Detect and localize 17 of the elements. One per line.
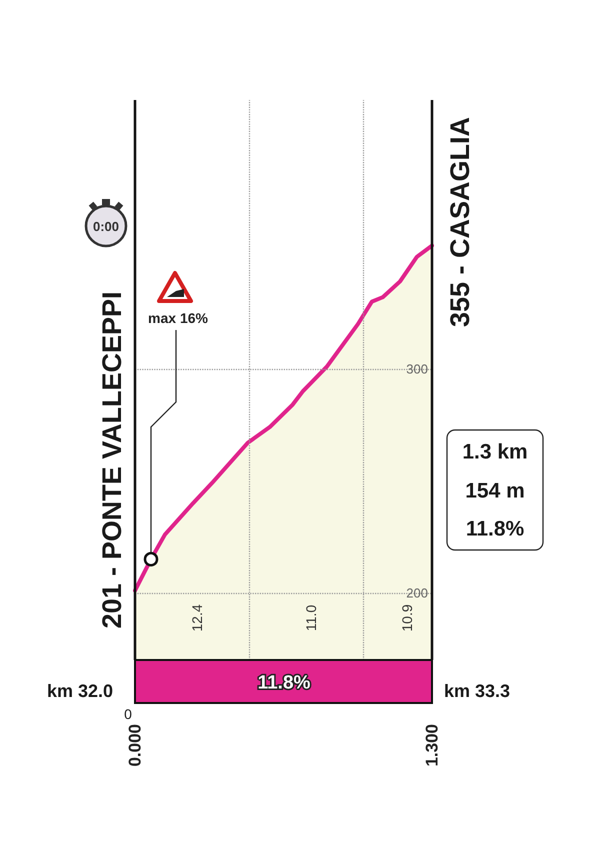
text: km 33.3 — [444, 681, 510, 701]
x-tick-label: 1.300 — [422, 724, 442, 767]
y-tick-label: 200 — [406, 585, 428, 600]
text: 11.8% — [258, 672, 311, 694]
annotation: 12.4 — [189, 604, 205, 632]
y-tick-label: 300 — [406, 361, 428, 376]
text: 201 - PONTE VALLECEPPI — [97, 291, 127, 629]
text: 154 m — [465, 480, 525, 502]
text: 355 - CASAGLIA — [445, 116, 475, 328]
text: 0 — [124, 706, 132, 722]
annotation: max 16% — [148, 310, 209, 326]
annotation: 10.9 — [399, 604, 415, 632]
annotation: 11.0 — [303, 604, 319, 632]
text: 11.8% — [466, 518, 525, 540]
text: km 32.0 — [46, 681, 114, 701]
text: 1.3 km — [462, 440, 528, 464]
x-tick-label: 0.000 — [126, 724, 144, 767]
